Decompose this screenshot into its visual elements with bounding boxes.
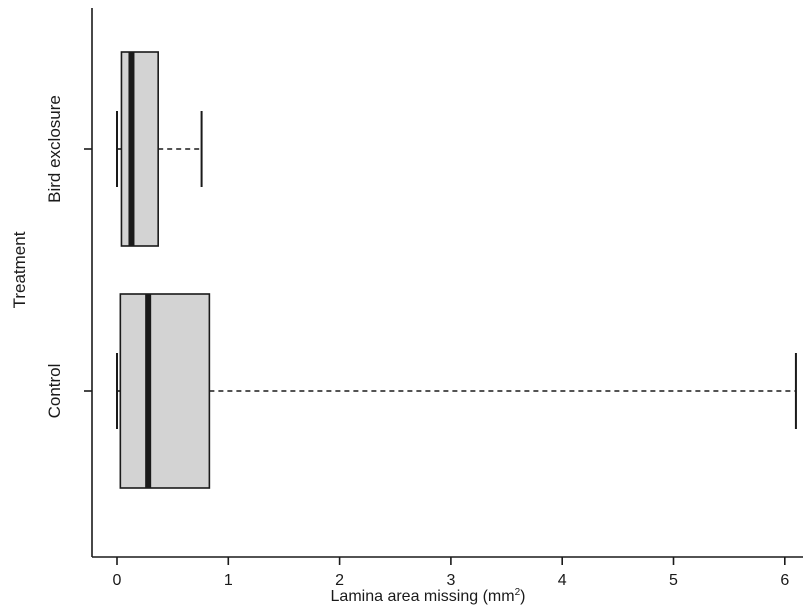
y-tick-label: Bird exclosure [45,95,64,203]
boxes-layer [116,51,797,489]
x-ticks-layer: 0 1 2 3 4 5 6 [113,557,789,589]
x-axis-label: Lamina area missing (mm2) [331,587,526,605]
box-iqr [119,293,211,489]
box-iqr [120,51,159,247]
x-tick-label: 1 [224,572,233,589]
x-tick-label: 6 [780,572,789,589]
y-ticks-layer: Bird exclosure Control [45,95,92,418]
x-tick-label: 4 [558,572,567,589]
y-axis-label: Treatment [10,231,29,308]
x-tick-label: 0 [113,572,122,589]
x-tick-label: 5 [669,572,678,589]
y-tick-label: Control [45,364,64,419]
axes-layer [91,8,803,558]
x-tick-label: 3 [446,572,455,589]
x-tick-label: 2 [335,572,344,589]
